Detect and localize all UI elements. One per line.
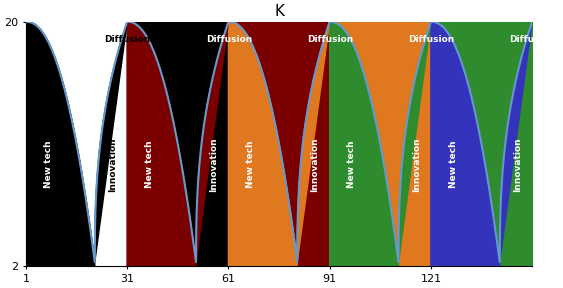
- Polygon shape: [431, 22, 500, 266]
- Polygon shape: [26, 22, 127, 262]
- Polygon shape: [229, 22, 330, 262]
- Text: Diffusion: Diffusion: [408, 35, 454, 44]
- Text: Innovation: Innovation: [108, 137, 117, 192]
- Text: Diffusion: Diffusion: [105, 35, 151, 44]
- Text: Innovation: Innovation: [412, 137, 421, 192]
- Text: New tech: New tech: [44, 141, 53, 188]
- Text: Diffusion: Diffusion: [307, 35, 353, 44]
- Text: Diffusion: Diffusion: [205, 35, 252, 44]
- Polygon shape: [330, 22, 431, 262]
- Text: Innovation: Innovation: [311, 137, 320, 192]
- Text: Innovation: Innovation: [513, 137, 522, 192]
- Polygon shape: [229, 22, 297, 266]
- Text: New tech: New tech: [246, 141, 255, 188]
- Text: Diffusion: Diffusion: [510, 35, 556, 44]
- Text: New tech: New tech: [449, 141, 458, 188]
- Text: Innovation: Innovation: [209, 137, 218, 192]
- Polygon shape: [431, 22, 532, 262]
- Title: K: K: [274, 4, 284, 19]
- Polygon shape: [330, 22, 399, 266]
- Polygon shape: [26, 22, 95, 266]
- Text: New tech: New tech: [145, 141, 154, 188]
- Polygon shape: [127, 22, 196, 266]
- Polygon shape: [127, 22, 229, 262]
- Text: New tech: New tech: [347, 141, 356, 188]
